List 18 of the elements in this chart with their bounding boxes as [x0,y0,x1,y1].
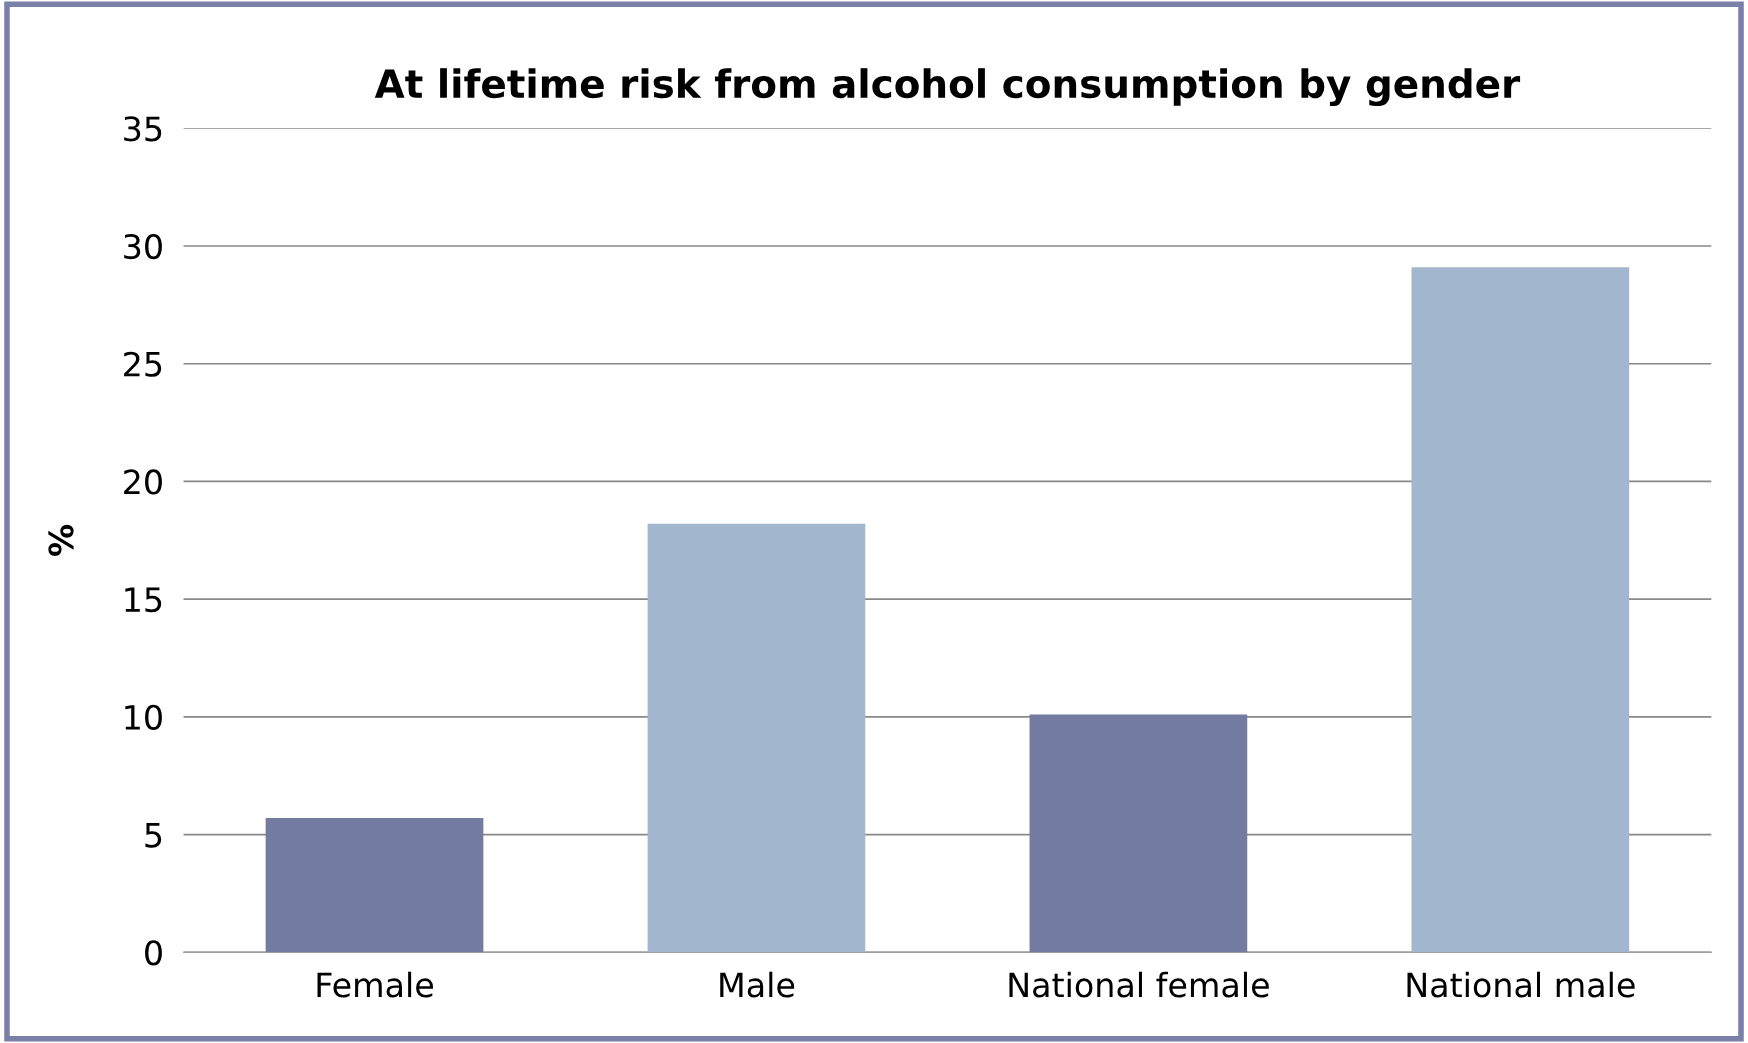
y-tick-label: 30 [124,233,162,260]
y-tick-label: 20 [124,469,162,495]
y-tick-label: 15 [125,587,162,613]
y-axis-title: % [48,524,74,556]
x-tick-label: Female [317,971,433,998]
x-tick-label: National male [1407,971,1635,998]
y-tick-label: 10 [125,704,162,730]
bar [1029,714,1248,953]
chart-title: At lifetime risk from alcohol consumption by gender [374,68,1521,107]
y-tick-label: 25 [124,351,162,377]
x-tick-label: National female [1009,971,1269,998]
y-tick-label: 5 [145,822,162,848]
bar [647,523,866,953]
x-tick-label: Male [720,971,795,998]
y-tick-label: 35 [124,116,162,142]
bar [265,818,484,953]
bar [1411,267,1630,953]
y-tick-label: 0 [145,940,162,966]
